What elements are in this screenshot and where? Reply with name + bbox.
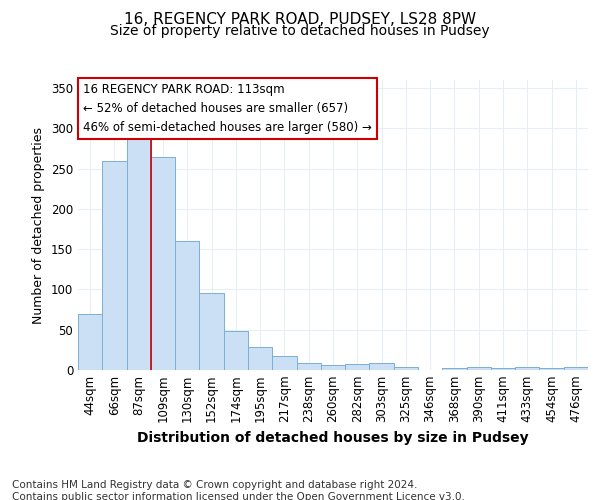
Text: 16, REGENCY PARK ROAD, PUDSEY, LS28 8PW: 16, REGENCY PARK ROAD, PUDSEY, LS28 8PW: [124, 12, 476, 28]
Bar: [248, 346, 272, 370]
Bar: [102, 160, 127, 370]
Bar: [345, 364, 370, 370]
Bar: [127, 135, 151, 370]
Bar: [564, 367, 588, 370]
Bar: [78, 314, 102, 370]
Text: 16 REGENCY PARK ROAD: 113sqm
← 52% of detached houses are smaller (657)
46% of s: 16 REGENCY PARK ROAD: 113sqm ← 52% of de…: [83, 83, 372, 134]
Bar: [199, 294, 224, 370]
Bar: [321, 365, 345, 370]
Bar: [539, 368, 564, 370]
X-axis label: Distribution of detached houses by size in Pudsey: Distribution of detached houses by size …: [137, 431, 529, 445]
Bar: [296, 363, 321, 370]
Bar: [394, 367, 418, 370]
Bar: [467, 367, 491, 370]
Bar: [272, 356, 296, 370]
Bar: [491, 368, 515, 370]
Bar: [370, 363, 394, 370]
Bar: [151, 156, 175, 370]
Y-axis label: Number of detached properties: Number of detached properties: [32, 126, 46, 324]
Bar: [224, 330, 248, 370]
Bar: [175, 241, 199, 370]
Text: Size of property relative to detached houses in Pudsey: Size of property relative to detached ho…: [110, 24, 490, 38]
Text: Contains HM Land Registry data © Crown copyright and database right 2024.
Contai: Contains HM Land Registry data © Crown c…: [12, 480, 465, 500]
Bar: [442, 368, 467, 370]
Bar: [515, 367, 539, 370]
